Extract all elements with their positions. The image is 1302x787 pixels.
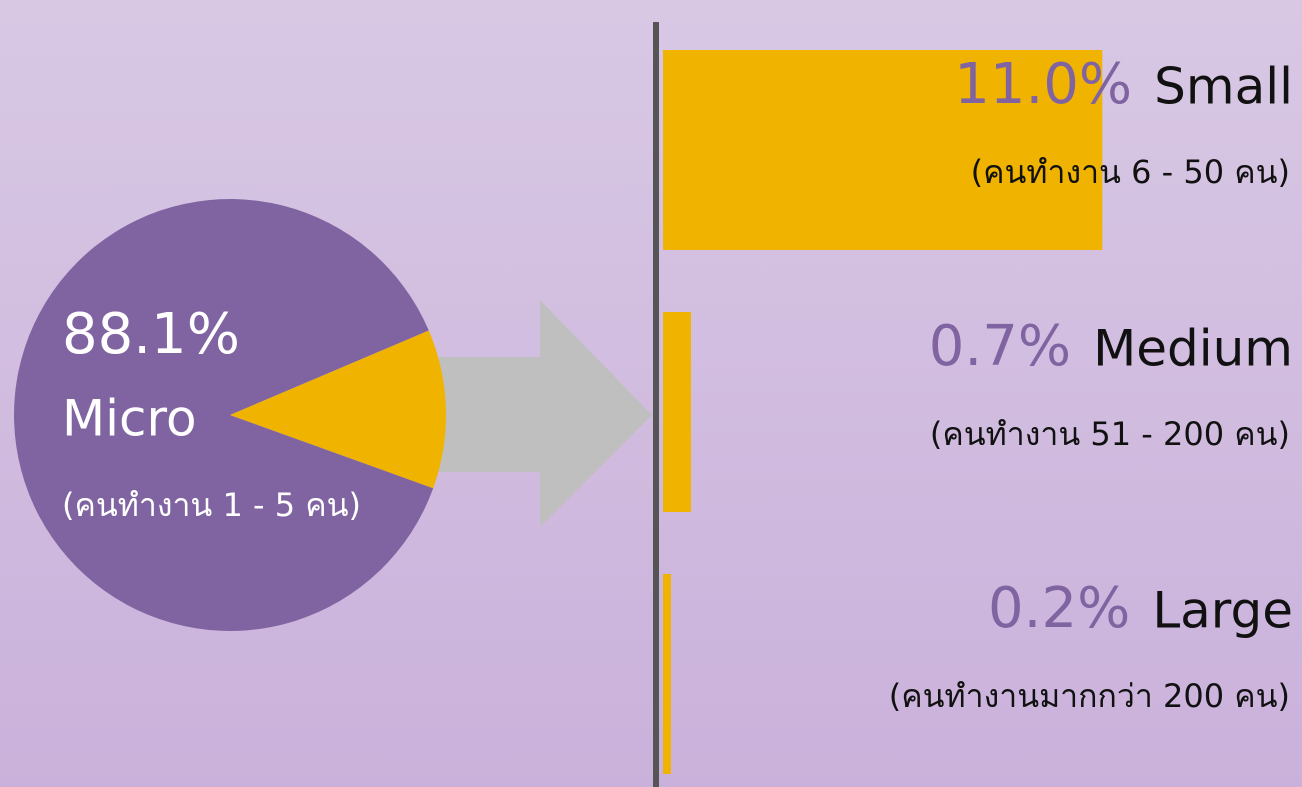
pie-slice xyxy=(13,199,434,631)
pie-slice xyxy=(230,330,446,489)
category-description: (คนทำงาน 6 - 50 คน) xyxy=(971,153,1290,191)
bar xyxy=(663,50,1103,250)
bar xyxy=(663,312,691,512)
slice-value-label: 88.1% xyxy=(62,302,240,367)
category-label: Large xyxy=(1152,582,1293,640)
category-label: Small xyxy=(1154,58,1293,116)
value-label: 11.0% xyxy=(954,52,1132,117)
category-description: (คนทำงาน 51 - 200 คน) xyxy=(930,415,1290,453)
arrow xyxy=(432,300,652,527)
value-label: 0.2% xyxy=(988,576,1130,641)
slice-description: (คนทำงาน 1 - 5 คน) xyxy=(62,486,361,524)
bar xyxy=(663,574,671,774)
bar-chart: Small 11.0% (คนทำงาน 6 - 50 คน) Medium 0.7% (… xyxy=(663,50,1293,774)
category-description: (คนทำงานมากกว่า 200 คน) xyxy=(889,677,1290,715)
category-label: Medium xyxy=(1093,320,1293,378)
slice-label: Micro xyxy=(62,390,197,448)
pie-chart: 88.1% Micro (คนทำงาน 1 - 5 คน) xyxy=(13,199,446,631)
value-label: 0.7% xyxy=(929,314,1071,379)
